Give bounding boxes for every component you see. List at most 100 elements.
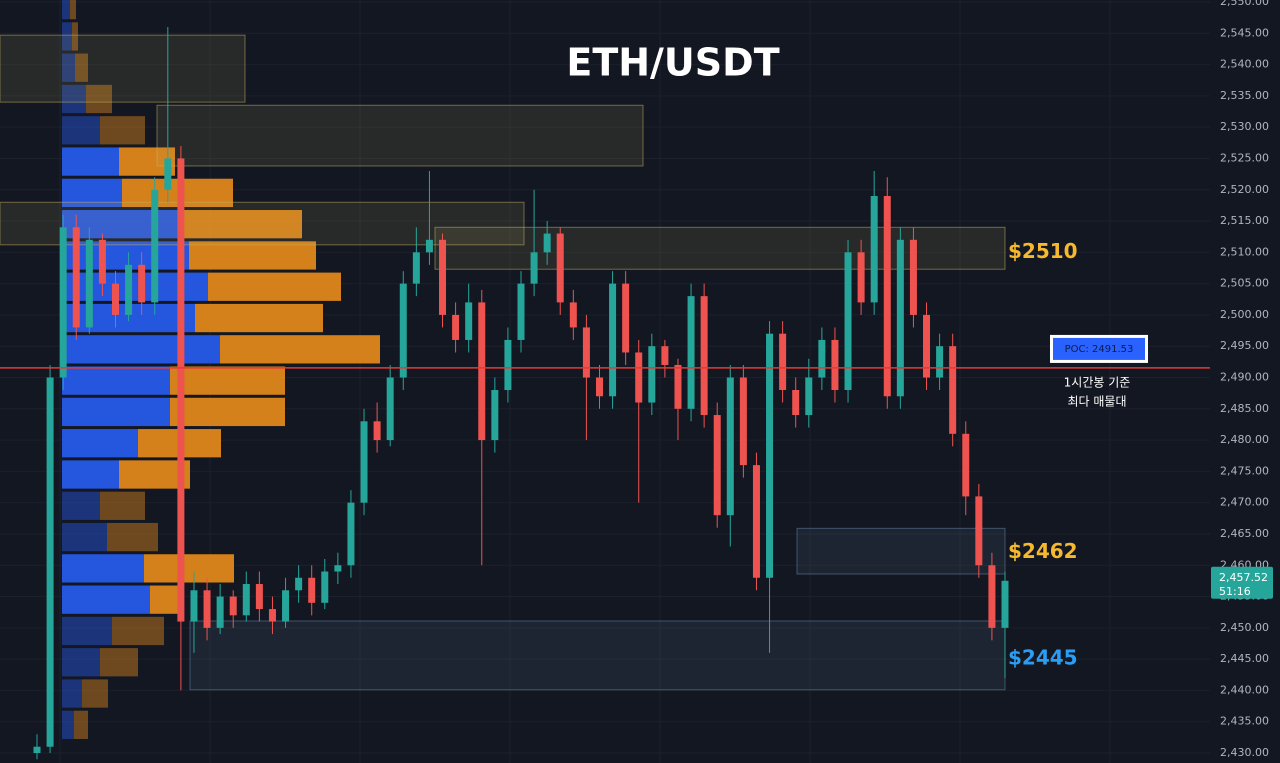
candle-body [439,239,447,315]
y-tick-label: 2,450.00 [1220,621,1269,634]
y-tick-label: 2,435.00 [1220,715,1269,728]
zone [0,34,246,103]
profile-buy [62,397,170,427]
price-label: $2445 [1008,646,1078,670]
profile-sell [220,335,380,364]
zone [0,201,525,246]
y-tick-label: 2,510.00 [1220,245,1269,258]
candle-body [282,590,290,622]
candle-body [85,239,93,328]
profile-sell [82,679,108,708]
y-tick-label: 2,470.00 [1220,496,1269,509]
candle-body [739,377,747,466]
candle-body [308,577,316,603]
candle-body [177,158,185,622]
y-tick-label: 2,520.00 [1220,183,1269,196]
candle-body [975,496,983,566]
poc-box [1053,337,1145,360]
candle-body [923,314,931,378]
candle-body [347,502,355,566]
y-tick-label: 2,505.00 [1220,277,1269,290]
zone [796,527,1006,575]
candle-body [752,465,760,578]
y-tick-label: 2,495.00 [1220,339,1269,352]
profile-buy [62,585,150,614]
candle-body [844,252,852,391]
y-tick-label: 2,530.00 [1220,120,1269,133]
zone [189,620,1006,691]
profile-buy [62,147,119,176]
y-tick-label: 2,540.00 [1220,58,1269,71]
profile-sell [70,0,76,20]
profile-sell [100,116,145,145]
profile-sell [112,616,164,646]
profile-buy [62,710,74,739]
y-tick-label: 2,515.00 [1220,214,1269,227]
candle-body [595,377,603,397]
candle-body [949,346,957,434]
candle-body [857,252,865,303]
candle-body [805,377,813,416]
y-tick-label: 2,475.00 [1220,464,1269,477]
candle-body [883,196,891,397]
candle-body [465,302,473,340]
candle-body [268,609,276,622]
profile-sell [170,366,285,395]
candle-body [1001,580,1009,628]
last-price-label: 2,457.52 [1219,571,1268,584]
profile-sell [100,648,138,677]
y-tick-label: 2,525.00 [1220,151,1269,164]
candle-body [896,239,904,397]
annotation: 최다 매물대 [1067,394,1126,408]
y-tick-label: 2,465.00 [1220,527,1269,540]
y-tick-label: 2,535.00 [1220,89,1269,102]
profile-sell [150,585,178,614]
zone [434,226,1006,270]
candle-body [229,596,237,616]
candle-body [46,377,54,747]
candle-body [386,377,394,441]
chart-title: ETH/USDT [566,41,779,85]
candle-body [674,364,682,409]
profile-buy [62,460,119,489]
candle-body [151,189,159,303]
profile-buy [62,335,220,364]
candle-body [373,421,381,441]
candle-body [700,296,708,416]
candle-body [164,158,172,190]
candle-body [452,314,460,340]
candle-body [530,252,538,284]
profile-buy [62,491,100,520]
candle-body [661,346,669,365]
y-tick-label: 2,485.00 [1220,402,1269,415]
candle-body [360,421,368,503]
candle-body [936,346,944,378]
candle-body [125,264,133,315]
y-tick-label: 2,490.00 [1220,371,1269,384]
candle-body [517,283,525,340]
candle-body [648,346,656,403]
profile-sell [100,491,145,520]
profile-buy [62,0,70,20]
poc-label: POC: 2491.53 [1065,344,1134,355]
profile-buy [62,522,107,552]
profile-buy [62,116,100,145]
profile-sell [170,397,285,427]
candle-body [255,584,263,610]
volume-profile [62,0,380,739]
annotation: 1시간봉 기준 [1064,375,1131,389]
candle-body [216,596,224,628]
candle-body [399,283,407,378]
countdown: 51:16 [1219,585,1251,598]
profile-buy [62,554,144,583]
y-tick-label: 2,480.00 [1220,433,1269,446]
zones [0,34,1006,691]
candle-body [203,590,211,628]
candle-body [831,339,839,391]
profile-sell [74,710,88,739]
candle-body [569,302,577,328]
profile-sell [86,84,112,114]
candle-body [425,239,433,253]
